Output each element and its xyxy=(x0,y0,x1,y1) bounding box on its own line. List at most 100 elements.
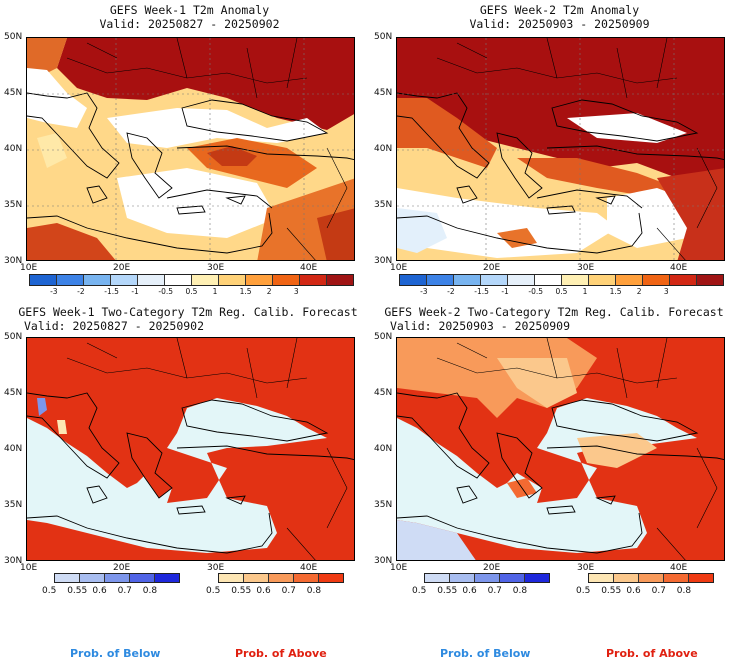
lon-label: 40E xyxy=(670,563,688,573)
above-swatch xyxy=(319,574,343,582)
prob-tick-label: 0.55 xyxy=(437,586,458,596)
colorbar-tick-label: 3 xyxy=(293,287,299,296)
lat-label: 45N xyxy=(4,388,23,398)
prob-tick-label: 0.8 xyxy=(676,586,692,596)
lon-label: 20E xyxy=(113,563,131,573)
anomaly-region xyxy=(57,38,354,130)
below-swatch xyxy=(80,574,105,582)
below-colorbar xyxy=(54,573,180,583)
below-swatch xyxy=(450,574,475,582)
below-swatch xyxy=(475,574,500,582)
anomaly-swatch xyxy=(246,275,273,285)
panel-1-title: GEFS Week-1 T2m Anomaly Valid: 20250827 … xyxy=(22,3,357,31)
prob-tick-label: 0.5 xyxy=(412,586,427,596)
colorbar-tick-label: 2 xyxy=(266,287,272,296)
above-colorbar xyxy=(588,573,714,583)
below-swatch xyxy=(130,574,155,582)
below-swatch xyxy=(425,574,450,582)
prob-tick-label: 0.5 xyxy=(206,586,221,596)
panel-4-valid-text: Valid: 20250903 - 20250909 xyxy=(390,319,571,333)
anomaly-swatch xyxy=(454,275,481,285)
above-swatch xyxy=(269,574,294,582)
prob-tick-label: 0.6 xyxy=(626,586,641,596)
above-swatch xyxy=(219,574,244,582)
lat-label: 50N xyxy=(374,32,393,42)
anomaly-swatch xyxy=(562,275,589,285)
anomaly-swatch xyxy=(670,275,697,285)
map-week2-anomaly xyxy=(396,37,725,261)
anomaly-swatch xyxy=(57,275,84,285)
panel-3-title-text: GEFS Week-1 Two-Category T2m Reg. Calib.… xyxy=(18,305,358,319)
colorbar-tick-label: 1.5 xyxy=(239,287,252,296)
panel-3-title: GEFS Week-1 Two-Category T2m Reg. Calib.… xyxy=(2,305,374,333)
prob-below-label: Prob. of Below xyxy=(440,647,531,660)
colorbar-tick-label: 3 xyxy=(663,287,669,296)
anomaly-swatch xyxy=(643,275,670,285)
colorbar-tick-label: 2 xyxy=(636,287,642,296)
panel-2-title: GEFS Week-2 T2m Anomaly Valid: 20250903 … xyxy=(392,3,727,31)
map-week1-probability xyxy=(26,337,355,561)
colorbar-tick-label: 1 xyxy=(582,287,588,296)
below-swatch xyxy=(155,574,179,582)
above-swatch xyxy=(689,574,713,582)
prob-tick-label: 0.55 xyxy=(231,586,252,596)
prob-below-label: Prob. of Below xyxy=(70,647,161,660)
above-swatch xyxy=(294,574,319,582)
lon-label: 20E xyxy=(483,563,501,573)
lon-label: 10E xyxy=(390,263,408,273)
colorbar-tick-label: -1 xyxy=(131,287,139,296)
anomaly-swatch xyxy=(427,275,454,285)
sea-region xyxy=(27,398,327,553)
prob-tick-label: 0.7 xyxy=(651,586,666,596)
colorbar-tick-label: 0.5 xyxy=(555,287,568,296)
lat-label: 35N xyxy=(4,200,23,210)
anomaly-swatch xyxy=(165,275,192,285)
colorbar-tick-label: 0.5 xyxy=(185,287,198,296)
anomaly-colorbar xyxy=(29,274,354,286)
panel-1-title-text: GEFS Week-1 T2m Anomaly xyxy=(109,3,270,17)
lon-label: 40E xyxy=(670,263,688,273)
above-swatch xyxy=(244,574,269,582)
prob-tick-label: 0.55 xyxy=(67,586,88,596)
colorbar-tick-label: -1.5 xyxy=(104,287,119,296)
lat-label: 35N xyxy=(374,500,393,510)
anomaly-swatch xyxy=(535,275,562,285)
prob-tick-label: 0.6 xyxy=(256,586,271,596)
lat-label: 35N xyxy=(374,200,393,210)
anomaly-swatch xyxy=(400,275,427,285)
lat-label: 35N xyxy=(4,500,23,510)
colorbar-tick-label: -0.5 xyxy=(528,287,544,296)
colorbar-tick-label: -0.5 xyxy=(158,287,174,296)
colorbar-tick-label: -3 xyxy=(50,287,58,296)
prob-tick-label: 0.7 xyxy=(117,586,132,596)
above-swatch xyxy=(664,574,689,582)
prob-tick-label: 0.8 xyxy=(306,586,322,596)
lat-label: 50N xyxy=(4,332,23,342)
lat-label: 30N xyxy=(4,256,23,266)
below-swatch xyxy=(105,574,130,582)
lon-label: 10E xyxy=(20,563,38,573)
anomaly-swatch xyxy=(327,275,353,285)
panel-2-title-text: GEFS Week-2 T2m Anomaly xyxy=(479,3,640,17)
colorbar-tick-label: -2 xyxy=(447,287,455,296)
lat-label: 40N xyxy=(374,444,393,454)
anomaly-swatch xyxy=(697,275,723,285)
colorbar-tick-label: -1.5 xyxy=(474,287,489,296)
anomaly-swatch xyxy=(84,275,111,285)
colorbar-tick-label: 1 xyxy=(212,287,218,296)
prob-above-label: Prob. of Above xyxy=(235,647,327,660)
lat-label: 50N xyxy=(374,332,393,342)
lon-label: 40E xyxy=(300,263,318,273)
lon-label: 20E xyxy=(113,263,131,273)
prob-tick-label: 0.7 xyxy=(281,586,296,596)
prob-tick-label: 0.6 xyxy=(92,586,107,596)
lat-label: 40N xyxy=(374,144,393,154)
below-swatch xyxy=(500,574,525,582)
above-swatch xyxy=(639,574,664,582)
lon-label: 30E xyxy=(207,563,225,573)
lat-label: 45N xyxy=(4,88,23,98)
lat-label: 40N xyxy=(4,444,23,454)
prob-tick-label: 0.55 xyxy=(601,586,622,596)
anomaly-swatch xyxy=(508,275,535,285)
lat-label: 50N xyxy=(4,32,23,42)
